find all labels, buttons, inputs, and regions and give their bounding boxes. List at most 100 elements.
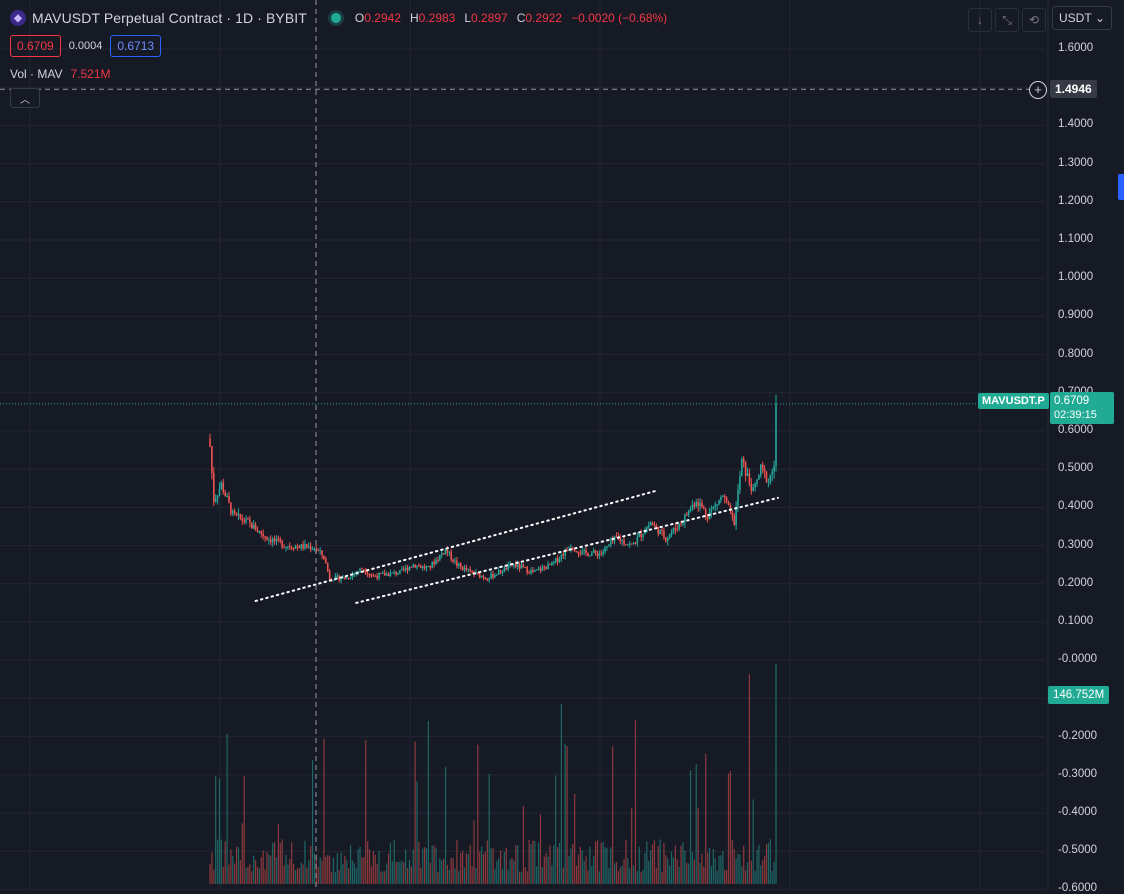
candle-body bbox=[589, 555, 591, 557]
candle-body bbox=[294, 546, 297, 549]
volume-legend[interactable]: Vol · MAV 7.521M bbox=[10, 67, 111, 81]
volume-bar bbox=[541, 867, 543, 884]
volume-bar bbox=[775, 664, 777, 884]
candle-body bbox=[376, 576, 378, 579]
candle-body bbox=[590, 553, 593, 556]
volume-bar bbox=[503, 851, 505, 884]
candle-body bbox=[758, 475, 760, 480]
side-panel-tab[interactable] bbox=[1118, 174, 1124, 200]
volume-bar bbox=[357, 849, 359, 884]
volume-bar bbox=[325, 856, 327, 884]
candle-body bbox=[647, 525, 650, 528]
candle-body bbox=[513, 564, 515, 566]
volume-bar bbox=[517, 845, 519, 884]
volume-bar bbox=[338, 869, 340, 884]
sell-button[interactable]: 0.6709 bbox=[10, 35, 61, 57]
candle-body bbox=[302, 544, 304, 549]
candle-body bbox=[564, 549, 566, 556]
price-axis-label: -0.4000 bbox=[1058, 806, 1098, 818]
candle-body bbox=[661, 529, 663, 531]
volume-bar bbox=[310, 845, 312, 884]
volume-bar bbox=[232, 855, 234, 884]
candle-body bbox=[741, 458, 743, 477]
volume-bar bbox=[748, 674, 751, 884]
candle-body bbox=[423, 566, 426, 569]
candle-body bbox=[547, 563, 549, 570]
volume-bar bbox=[532, 840, 534, 884]
collapse-legend-button[interactable]: ︿ bbox=[10, 88, 40, 108]
volume-bar bbox=[727, 773, 730, 884]
fullscreen-button[interactable]: ⤡ bbox=[995, 8, 1019, 32]
candle-body bbox=[706, 514, 709, 520]
candle-body bbox=[442, 553, 445, 555]
volume-bar bbox=[376, 863, 378, 884]
volume-bar bbox=[363, 857, 365, 884]
buy-button[interactable]: 0.6713 bbox=[110, 35, 162, 57]
volume-bar bbox=[627, 858, 629, 884]
price-axis-label: -0.3000 bbox=[1058, 767, 1098, 780]
candle-body bbox=[710, 509, 713, 513]
volume-bar bbox=[311, 760, 314, 884]
volume-bar bbox=[613, 863, 616, 884]
screenshot-button[interactable]: ⟲ bbox=[1022, 8, 1046, 32]
volume-bar bbox=[733, 848, 735, 884]
candle-body bbox=[247, 518, 249, 520]
volume-bar bbox=[241, 823, 243, 884]
volume-label: Vol · MAV bbox=[10, 67, 63, 81]
volume-bar bbox=[264, 869, 266, 884]
candle-body bbox=[391, 572, 394, 574]
candle-body bbox=[640, 534, 642, 538]
trendline bbox=[254, 489, 660, 602]
candle-body bbox=[296, 546, 299, 548]
candle-body bbox=[351, 574, 354, 578]
price-axis-label: 0.9000 bbox=[1058, 309, 1094, 322]
market-status-icon[interactable] bbox=[330, 13, 341, 23]
volume-bar bbox=[655, 868, 657, 884]
volume-bar bbox=[372, 851, 374, 884]
candle-body bbox=[439, 555, 441, 561]
volume-bar bbox=[526, 871, 528, 884]
volume-bar bbox=[319, 857, 321, 884]
volume-bar bbox=[560, 704, 562, 884]
volume-bar bbox=[556, 847, 559, 884]
candle-body bbox=[594, 550, 597, 553]
candle-body bbox=[440, 553, 443, 556]
price-axis-label: 0.4000 bbox=[1058, 500, 1094, 513]
volume-bar bbox=[642, 869, 644, 884]
volume-bar bbox=[216, 840, 219, 884]
volume-bar bbox=[756, 849, 758, 884]
scroll-down-button[interactable]: ↓ bbox=[968, 8, 992, 32]
candle-body bbox=[226, 496, 228, 498]
candle-body bbox=[573, 549, 576, 552]
candle-body bbox=[619, 538, 622, 542]
volume-bar bbox=[469, 844, 471, 884]
candle-body bbox=[477, 572, 479, 574]
candle-body bbox=[659, 529, 661, 535]
candle-body bbox=[420, 566, 422, 569]
add-alert-icon[interactable]: + bbox=[1029, 81, 1047, 99]
price-axis-label: 1.2000 bbox=[1058, 194, 1094, 207]
currency-selector[interactable]: USDT ⌄ bbox=[1052, 6, 1112, 30]
candle-body bbox=[345, 577, 348, 579]
candle-body bbox=[250, 522, 253, 529]
candle-body bbox=[454, 560, 456, 562]
candle-body bbox=[630, 543, 633, 545]
candle-body bbox=[364, 570, 367, 574]
volume-bar bbox=[492, 848, 494, 884]
symbol-title[interactable]: MAVUSDT Perpetual Contract · 1D · BYBIT bbox=[32, 10, 307, 26]
candle-body bbox=[644, 531, 646, 535]
volume-bar bbox=[450, 857, 452, 884]
volume-bar bbox=[431, 845, 433, 884]
volume-bar bbox=[300, 862, 302, 884]
candle-body bbox=[317, 550, 320, 552]
candle-body bbox=[304, 544, 306, 549]
volume-bar bbox=[234, 863, 236, 884]
volume-bar bbox=[604, 847, 606, 884]
volume-bar bbox=[558, 842, 561, 884]
volume-bar bbox=[458, 871, 460, 884]
candle-body bbox=[608, 544, 610, 547]
candle-body bbox=[621, 540, 623, 542]
volume-bar bbox=[585, 856, 587, 884]
volume-bar bbox=[382, 871, 384, 884]
